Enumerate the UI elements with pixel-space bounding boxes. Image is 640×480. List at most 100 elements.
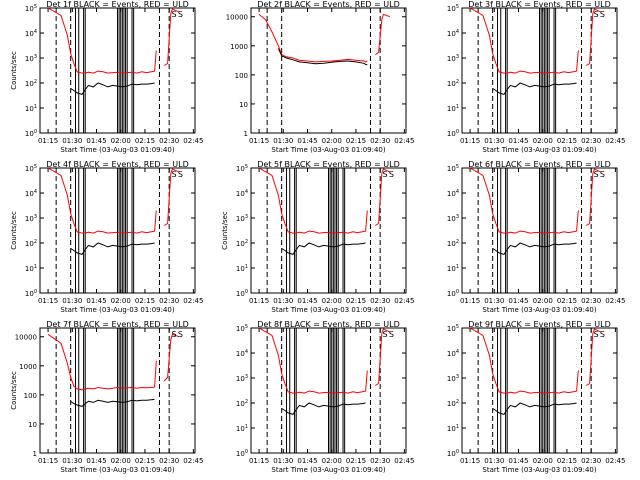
x-tick-label: 02:15 — [557, 137, 577, 145]
y-tick-label: 100 — [447, 449, 459, 458]
y-tick-label: 102 — [25, 79, 37, 88]
y-tick-label: 103 — [25, 54, 37, 63]
series-group — [258, 13, 391, 87]
y-tick-label: 100 — [447, 129, 459, 138]
y-tick-label: 102 — [447, 79, 459, 88]
panel-det-7: Det 7f BLACK = Events, RED = ULD 1 10 100 10… — [10, 320, 203, 474]
series-group — [47, 168, 180, 258]
x-tick-label: 01:45 — [508, 457, 528, 465]
annotation-label: S — [178, 330, 183, 339]
series-uld-line — [258, 328, 391, 394]
x-tick-label: 02:00 — [533, 297, 553, 305]
y-tick-label: 104 — [236, 349, 248, 358]
y-tick-label: 103 — [25, 214, 37, 223]
x-axis-label: Start Time (03-Aug-03 01:09:40) — [60, 146, 174, 154]
x-tick-label: 02:45 — [183, 457, 203, 465]
panel-det-9: Det 9f BLACK = Events, RED = ULD 100 101 10… — [447, 320, 626, 474]
y-tick-label: 104 — [447, 349, 459, 358]
y-tick-label: 100 — [25, 129, 37, 138]
annotation-label: S — [600, 330, 605, 339]
x-tick-label: 01:30 — [273, 457, 293, 465]
y-tick-label: 102 — [447, 239, 459, 248]
x-tick-label: 01:15 — [460, 137, 480, 145]
y-tick-label: 10 — [239, 101, 248, 109]
series-events-line — [278, 49, 378, 87]
x-tick-label: 02:15 — [346, 457, 366, 465]
x-axis-label: Start Time (03-Aug-03 01:09:40) — [60, 466, 174, 474]
series-group — [47, 333, 180, 415]
x-tick-label: 02:30 — [159, 457, 179, 465]
x-tick-label: 01:45 — [86, 457, 106, 465]
annotation-label: S — [593, 330, 598, 339]
panel-title: Det 4f BLACK = Events, RED = ULD — [46, 160, 189, 169]
x-tick-label: 02:00 — [322, 297, 342, 305]
y-tick-label: 101 — [447, 264, 459, 273]
series-group — [469, 8, 602, 98]
y-axis-label: Counts/sec — [10, 371, 18, 410]
y-tick-label: 105 — [447, 4, 459, 13]
x-axis-label: Start Time (03-Aug-03 01:09:40) — [482, 306, 596, 314]
panel-det-5: Det 5f BLACK = Events, RED = ULD 100 101 10… — [221, 160, 414, 314]
y-tick-label: 100 — [236, 449, 248, 458]
series-group — [258, 168, 391, 258]
x-tick-label: 01:15 — [460, 457, 480, 465]
y-tick-label: 103 — [236, 374, 248, 383]
y-tick-label: 101 — [236, 264, 248, 273]
x-tick-label: 01:30 — [62, 137, 82, 145]
y-tick-label: 100 — [25, 289, 37, 298]
y-tick-label: 103 — [236, 214, 248, 223]
panel-det-2: Det 2f BLACK = Events, RED = ULD 1 10 100 10… — [226, 0, 415, 154]
x-tick-label: 02:30 — [370, 137, 390, 145]
y-tick-label: 104 — [236, 189, 248, 198]
x-tick-label: 02:45 — [183, 297, 203, 305]
x-axis-label: Start Time (03-Aug-03 01:09:40) — [482, 466, 596, 474]
y-tick-label: 105 — [25, 164, 37, 173]
x-tick-label: 02:30 — [581, 297, 601, 305]
y-tick-label: 102 — [236, 239, 248, 248]
series-uld-line — [47, 168, 180, 234]
x-tick-label: 01:30 — [484, 137, 504, 145]
panel-det-4: Det 4f BLACK = Events, RED = ULD 100 101 10… — [10, 160, 203, 314]
x-tick-label: 01:30 — [484, 297, 504, 305]
x-tick-label: 01:45 — [297, 457, 317, 465]
y-tick-label: 104 — [447, 29, 459, 38]
panel-title: Det 5f BLACK = Events, RED = ULD — [257, 160, 400, 169]
annotation-label: S — [171, 170, 176, 179]
x-tick-label: 01:15 — [38, 137, 58, 145]
panel-title: Det 1f BLACK = Events, RED = ULD — [46, 0, 189, 9]
x-tick-label: 02:15 — [135, 297, 155, 305]
panel-title: Det 7f BLACK = Events, RED = ULD — [46, 320, 189, 329]
x-tick-label: 02:15 — [135, 137, 155, 145]
y-tick-label: 102 — [447, 399, 459, 408]
y-tick-label: 102 — [25, 239, 37, 248]
x-tick-label: 01:30 — [273, 297, 293, 305]
x-tick-label: 01:15 — [249, 457, 269, 465]
x-tick-label: 02:45 — [394, 297, 414, 305]
plot-frame — [250, 7, 407, 134]
x-tick-label: 01:15 — [249, 297, 269, 305]
series-group — [258, 328, 391, 418]
y-tick-label: 104 — [25, 189, 37, 198]
x-tick-label: 02:15 — [557, 297, 577, 305]
panel-det-3: Det 3f BLACK = Events, RED = ULD 100 101 10… — [447, 0, 626, 154]
y-tick-label: 100 — [447, 289, 459, 298]
annotation-label: S — [382, 170, 387, 179]
x-tick-label: 01:15 — [249, 137, 269, 145]
y-tick-label: 1000 — [230, 43, 248, 51]
x-tick-label: 01:45 — [508, 137, 528, 145]
x-tick-label: 02:00 — [111, 137, 131, 145]
panel-title: Det 2f BLACK = Events, RED = ULD — [257, 0, 400, 9]
x-axis-label: Start Time (03-Aug-03 01:09:40) — [271, 146, 385, 154]
x-tick-label: 02:45 — [605, 137, 625, 145]
x-tick-label: 01:45 — [297, 137, 317, 145]
x-tick-label: 02:45 — [183, 137, 203, 145]
y-tick-label: 105 — [25, 4, 37, 13]
y-tick-label: 101 — [25, 264, 37, 273]
panel-det-1: Det 1f BLACK = Events, RED = ULD 100 101 10… — [10, 0, 203, 154]
y-tick-label: 1 — [244, 130, 248, 138]
x-tick-label: 01:15 — [38, 457, 58, 465]
y-tick-label: 10000 — [226, 14, 248, 22]
y-tick-label: 105 — [447, 164, 459, 173]
series-group — [47, 8, 180, 98]
